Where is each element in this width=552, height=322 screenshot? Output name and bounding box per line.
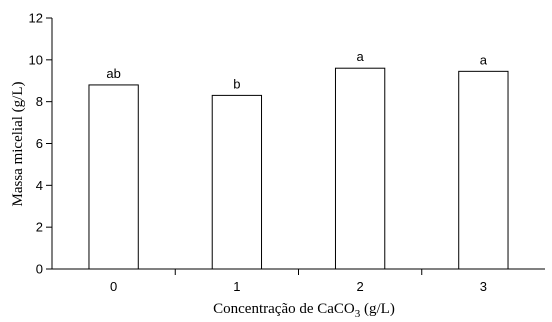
x-axis-title: Concentração de CaCO3 (g/L) [213,301,395,320]
y-axis: 0 2 4 6 8 10 12 [29,11,53,277]
x-tick-label-1: 1 [233,279,240,294]
bar-3 [458,70,509,270]
y-tick-label-8: 8 [36,94,43,109]
y-axis-title: Massa micelial (g/L) [10,82,26,207]
y-tick-label-10: 10 [29,52,43,67]
bars [88,67,509,270]
bar-labels: ab b a a [106,49,487,91]
bar-0 [88,84,139,270]
x-tick-label-0: 0 [110,279,117,294]
bar-label-2: a [357,49,365,64]
y-tick-label-2: 2 [36,220,43,235]
x-axis-title-main: Concentração de CaCO [213,301,355,317]
bar-label-1: b [233,76,240,91]
bar-label-3: a [480,52,488,67]
x-axis-title-subscript: 3 [355,308,361,320]
x-axis-title-unit: (g/L) [360,301,395,317]
x-tick-label-2: 2 [357,279,364,294]
y-tick-label-6: 6 [36,136,43,151]
y-tick-label-12: 12 [29,11,43,26]
bar-2 [334,67,386,270]
y-tick-label-4: 4 [36,178,43,193]
x-axis: 0 1 2 3 [46,268,545,294]
y-tick-label-0: 0 [36,262,43,277]
x-tick-label-3: 3 [480,279,487,294]
bar-1 [211,94,263,270]
bar-label-0: ab [106,66,120,81]
